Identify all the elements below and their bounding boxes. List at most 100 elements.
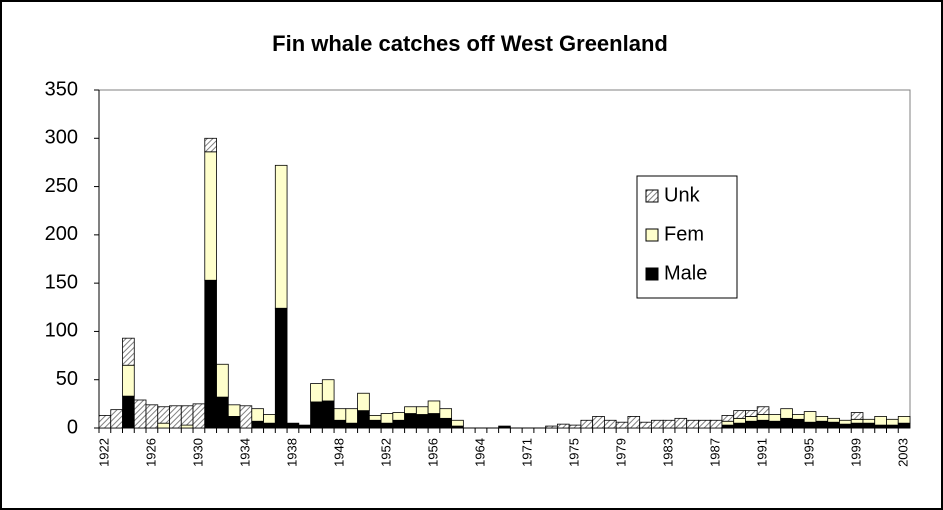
bar-segment xyxy=(204,279,217,429)
bar-segment xyxy=(427,400,441,414)
bar-segment xyxy=(404,406,417,414)
x-tick-label: 1926 xyxy=(143,438,158,467)
x-tick-label: 1952 xyxy=(378,438,393,467)
bar-segment xyxy=(815,416,829,422)
y-tick-label: 150 xyxy=(45,271,78,293)
y-tick-label: 250 xyxy=(45,175,78,197)
bar-segment xyxy=(310,383,323,403)
bar-segment xyxy=(733,410,746,419)
x-tick-label: 1991 xyxy=(755,438,770,467)
bar-segment xyxy=(733,422,746,429)
legend-swatch xyxy=(645,189,659,203)
bar-segment xyxy=(615,421,629,429)
bar-segment xyxy=(686,419,699,429)
bar-segment xyxy=(380,413,394,424)
bar-segment xyxy=(839,423,852,429)
bar-segment xyxy=(850,422,864,429)
bar-segment xyxy=(263,422,276,429)
x-tick-label: 1979 xyxy=(613,438,628,467)
bar-segment xyxy=(345,408,358,424)
bar-segment xyxy=(874,424,887,429)
bar-segment xyxy=(709,419,723,429)
bar-segment xyxy=(204,151,217,281)
bar-segment xyxy=(698,419,711,429)
bar-segment xyxy=(862,422,876,429)
legend-swatch xyxy=(645,228,659,242)
bar-segment xyxy=(180,424,194,429)
x-tick-label: 1971 xyxy=(519,438,534,467)
x-tick-label: 1975 xyxy=(566,438,581,467)
bar-segment xyxy=(357,410,370,429)
bar-segment xyxy=(274,164,288,309)
x-tick-label: 1999 xyxy=(849,438,864,467)
bar-segment xyxy=(122,395,135,429)
bar-segment xyxy=(850,418,864,424)
bar-segment xyxy=(839,419,852,425)
bar-segment xyxy=(439,417,453,429)
bar-segment xyxy=(592,416,605,429)
bar-segment xyxy=(721,424,735,429)
bar-segment xyxy=(886,418,899,426)
legend-label: Unk xyxy=(664,184,701,206)
y-tick-label: 200 xyxy=(45,223,78,245)
y-tick-label: 50 xyxy=(56,368,78,390)
bar-segment xyxy=(498,425,511,429)
bar-segment xyxy=(556,423,570,429)
bar-segment xyxy=(415,406,429,415)
bar-segment xyxy=(451,419,464,427)
bar-segment xyxy=(157,422,170,429)
bar-segment xyxy=(897,422,911,429)
bar-segment xyxy=(862,418,876,424)
bar-segment xyxy=(392,412,405,421)
legend-label: Male xyxy=(664,262,707,284)
bar-segment xyxy=(169,405,182,429)
bar-segment xyxy=(368,419,382,429)
bar-segment xyxy=(756,419,770,429)
bar-segment xyxy=(157,406,170,424)
bar-segment xyxy=(415,414,429,429)
bar-segment xyxy=(756,406,770,415)
bar-segment xyxy=(98,415,112,429)
bar-segment xyxy=(216,396,229,429)
x-tick-label: 1930 xyxy=(190,438,205,467)
y-tick-label: 300 xyxy=(45,127,78,149)
y-tick-label: 350 xyxy=(45,78,78,100)
bar-segment xyxy=(792,418,805,429)
x-tick-label: 1922 xyxy=(96,438,111,467)
x-tick-label: 1995 xyxy=(802,438,817,467)
bar-segment xyxy=(321,379,335,402)
y-tick-label: 100 xyxy=(45,320,78,342)
bar-segment xyxy=(427,413,441,429)
plot-area xyxy=(98,89,911,429)
x-tick-label: 1934 xyxy=(237,438,252,467)
bar-segment xyxy=(122,337,135,366)
x-tick-label: 1987 xyxy=(708,438,723,467)
bar-segment xyxy=(886,424,899,429)
bar-segment xyxy=(639,421,652,429)
bar-segment xyxy=(439,408,453,419)
bar-segment xyxy=(733,417,746,424)
bar-segment xyxy=(721,420,735,426)
bar-segment xyxy=(333,419,347,429)
bar-segment xyxy=(310,401,323,429)
bar-segment xyxy=(768,420,782,429)
bar-segment xyxy=(133,399,147,429)
legend-swatch xyxy=(645,267,659,281)
x-tick-label: 1956 xyxy=(425,438,440,467)
bar-segment xyxy=(662,419,676,429)
bar-segment xyxy=(780,417,793,429)
bar-segment xyxy=(122,364,135,397)
bar-segment xyxy=(145,404,159,429)
bar-segment xyxy=(204,137,217,153)
bar-segment xyxy=(239,405,253,429)
bar-segment xyxy=(780,408,793,419)
bar-segment xyxy=(321,400,335,429)
bar-segment xyxy=(251,420,264,429)
bar-segment xyxy=(874,416,887,426)
bar-segment xyxy=(192,403,206,429)
bar-segment xyxy=(897,416,911,424)
bar-segment xyxy=(227,416,241,429)
bar-segment xyxy=(651,419,664,429)
bar-segment xyxy=(263,414,276,424)
